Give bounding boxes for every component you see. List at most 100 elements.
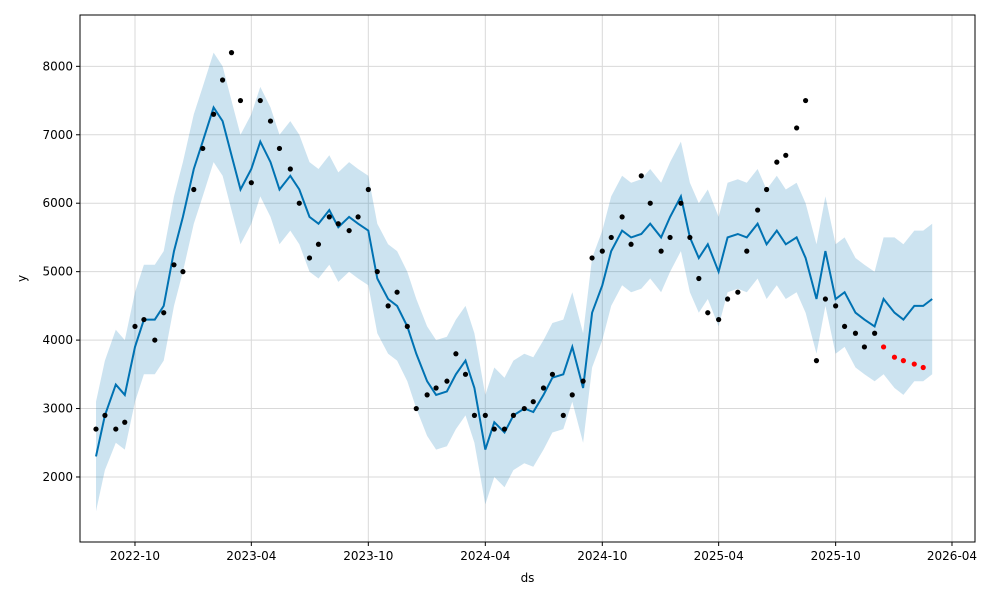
history-point	[794, 125, 800, 131]
history-point	[802, 97, 809, 104]
history-point	[822, 296, 829, 302]
history-point	[471, 412, 478, 418]
test-point	[891, 354, 898, 360]
history-point	[394, 289, 400, 295]
history-point	[433, 385, 439, 391]
plot-frame	[79, 14, 976, 543]
history-point	[619, 214, 625, 220]
history-point	[705, 310, 711, 316]
history-point	[744, 248, 750, 254]
history-point	[200, 145, 206, 152]
x-tick-label: 2026-04	[927, 549, 977, 563]
history-point	[287, 166, 293, 172]
history-point	[658, 248, 664, 254]
plot-area	[80, 15, 975, 542]
history-point	[132, 323, 138, 330]
history-point	[560, 412, 566, 418]
history-point	[872, 330, 878, 336]
history-point	[774, 159, 780, 165]
history-point	[306, 255, 313, 261]
history-point	[861, 344, 868, 350]
history-point	[687, 234, 693, 241]
history-point	[716, 316, 722, 323]
history-point	[580, 378, 586, 384]
history-point	[267, 118, 274, 124]
history-point	[521, 405, 527, 412]
history-point	[404, 323, 410, 330]
history-point	[735, 289, 741, 295]
history-point	[122, 419, 128, 425]
history-point	[385, 303, 391, 309]
history-point	[724, 296, 731, 302]
y-tick-label: 3000	[42, 402, 73, 416]
history-point	[667, 234, 673, 241]
history-point	[141, 316, 147, 323]
test-point	[920, 364, 926, 371]
axes: 2022-10 2023-04 2023-10 2024-04 2024-10 2025-…	[42, 59, 977, 563]
y-tick-label: 6000	[42, 196, 73, 210]
history-point	[248, 180, 254, 186]
history-point	[228, 50, 235, 56]
history-point	[628, 241, 634, 247]
history-point	[813, 358, 820, 364]
history-point	[763, 186, 770, 193]
history-point	[152, 337, 158, 343]
history-point	[462, 371, 469, 377]
history-point	[296, 200, 302, 206]
history-point	[424, 392, 430, 398]
history-point	[696, 275, 702, 282]
history-point	[549, 371, 556, 377]
history-point	[540, 385, 547, 391]
history-point	[191, 186, 197, 193]
history-point	[638, 173, 644, 179]
history-point	[102, 412, 108, 418]
test-point	[900, 358, 907, 364]
history-point	[113, 426, 119, 432]
x-tick-label: 2023-04	[226, 549, 276, 563]
history-point	[180, 269, 186, 275]
history-point	[530, 399, 536, 405]
x-tick-label: 2023-10	[343, 549, 393, 563]
history-point	[93, 426, 99, 432]
x-tick-label: 2022-10	[110, 549, 160, 563]
y-tick-label: 7000	[42, 128, 73, 142]
history-point	[237, 97, 244, 104]
x-tick-label: 2025-04	[694, 549, 744, 563]
history-point	[374, 269, 380, 275]
history-point	[482, 412, 488, 418]
history-point	[678, 200, 684, 206]
history-point	[833, 303, 839, 309]
history-point	[501, 426, 508, 432]
history-point	[315, 241, 322, 247]
grid	[80, 15, 975, 542]
history-point	[257, 97, 263, 104]
history-point	[569, 392, 575, 398]
uncertainty-band	[96, 52, 933, 512]
history-point	[841, 323, 848, 330]
history-point	[211, 111, 217, 117]
history-point	[335, 221, 341, 227]
history-point	[326, 214, 332, 220]
history-point	[589, 255, 595, 261]
history-point	[510, 412, 517, 418]
x-tick-label: 2024-04	[460, 549, 510, 563]
history-point	[171, 262, 177, 268]
history-point	[365, 186, 371, 193]
history-point	[453, 351, 459, 357]
y-tick-label: 4000	[42, 333, 73, 347]
test-point	[911, 361, 917, 367]
test-point	[880, 344, 887, 350]
history-point	[783, 152, 789, 158]
y-axis-label: y	[15, 275, 29, 282]
history-point	[219, 77, 226, 83]
history-point	[346, 227, 352, 234]
x-tick-label: 2025-10	[811, 549, 861, 563]
history-point	[608, 234, 614, 241]
history-point	[355, 214, 361, 220]
uncertainty-band-layer	[96, 52, 933, 512]
history-point	[161, 310, 167, 316]
history-point	[276, 145, 283, 152]
y-tick-label: 8000	[42, 59, 73, 73]
history-point	[491, 426, 497, 432]
